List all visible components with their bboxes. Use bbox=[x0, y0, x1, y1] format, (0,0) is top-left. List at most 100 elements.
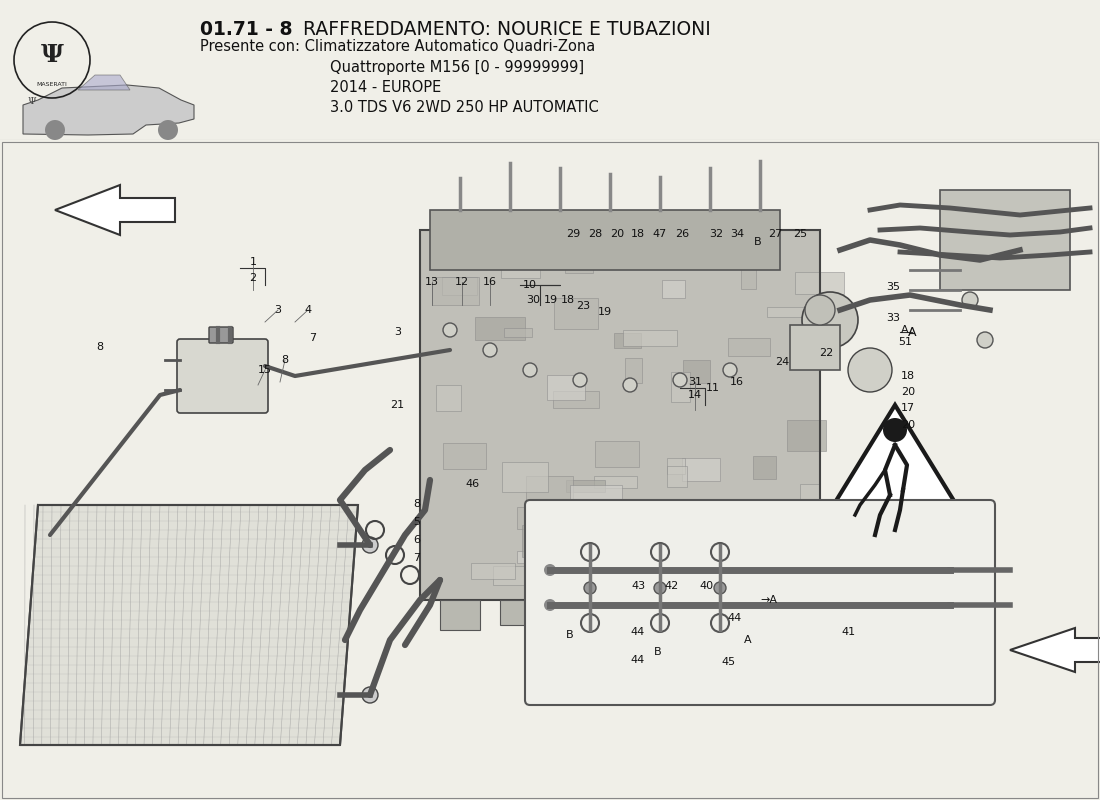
Text: 15: 15 bbox=[258, 365, 272, 375]
Text: 8: 8 bbox=[97, 342, 103, 352]
Circle shape bbox=[962, 292, 978, 308]
Bar bbox=[700, 552, 758, 582]
Bar bbox=[420, 230, 820, 600]
FancyBboxPatch shape bbox=[209, 327, 233, 343]
Text: 32: 32 bbox=[708, 229, 723, 239]
Bar bbox=[800, 484, 820, 509]
Bar bbox=[442, 277, 477, 295]
Text: 44: 44 bbox=[631, 627, 645, 637]
Bar bbox=[623, 330, 676, 346]
Bar bbox=[440, 600, 480, 630]
Text: 2014 - EUROPE: 2014 - EUROPE bbox=[330, 80, 441, 95]
Text: 10: 10 bbox=[522, 280, 537, 290]
Text: 51: 51 bbox=[898, 337, 912, 347]
Text: A: A bbox=[901, 325, 909, 335]
Text: Ψ: Ψ bbox=[28, 98, 36, 106]
Text: A: A bbox=[745, 635, 751, 645]
Bar bbox=[572, 233, 620, 258]
Bar bbox=[657, 254, 676, 267]
Circle shape bbox=[45, 120, 65, 140]
Text: 26: 26 bbox=[675, 229, 689, 239]
Bar bbox=[594, 476, 637, 488]
Bar bbox=[571, 565, 627, 585]
Bar bbox=[546, 536, 592, 556]
Bar bbox=[430, 218, 473, 242]
Bar bbox=[571, 485, 621, 506]
Text: A: A bbox=[908, 326, 916, 338]
Bar bbox=[432, 277, 478, 305]
Text: 19: 19 bbox=[543, 295, 558, 305]
Bar bbox=[767, 306, 811, 317]
Bar bbox=[521, 525, 578, 558]
Text: 41: 41 bbox=[840, 627, 855, 637]
Text: 16: 16 bbox=[483, 277, 497, 287]
Bar bbox=[614, 333, 641, 348]
Polygon shape bbox=[1010, 628, 1100, 672]
Text: 27: 27 bbox=[768, 229, 782, 239]
Text: 11: 11 bbox=[706, 383, 721, 393]
Text: →A: →A bbox=[760, 595, 777, 605]
Circle shape bbox=[848, 348, 892, 392]
Bar bbox=[560, 518, 616, 550]
Circle shape bbox=[673, 373, 688, 387]
Bar bbox=[751, 251, 769, 265]
Bar bbox=[500, 600, 530, 625]
Text: 44: 44 bbox=[631, 655, 645, 665]
Bar bbox=[694, 518, 737, 542]
Circle shape bbox=[977, 332, 993, 348]
Bar bbox=[600, 538, 635, 555]
Text: 14: 14 bbox=[688, 390, 702, 400]
Circle shape bbox=[714, 582, 726, 594]
Bar bbox=[602, 562, 659, 586]
Text: 1: 1 bbox=[250, 257, 256, 267]
Bar bbox=[517, 550, 544, 563]
Text: 3.0 TDS V6 2WD 250 HP AUTOMATIC: 3.0 TDS V6 2WD 250 HP AUTOMATIC bbox=[330, 100, 598, 115]
Circle shape bbox=[805, 295, 835, 325]
Polygon shape bbox=[20, 505, 358, 745]
Bar bbox=[648, 230, 666, 247]
Text: 18: 18 bbox=[901, 371, 915, 381]
Text: 33: 33 bbox=[886, 313, 900, 323]
Bar bbox=[447, 226, 483, 242]
Circle shape bbox=[362, 687, 378, 703]
Bar bbox=[502, 462, 548, 492]
Bar bbox=[547, 375, 585, 400]
Text: 3: 3 bbox=[395, 327, 402, 337]
Bar bbox=[740, 267, 756, 289]
Text: B: B bbox=[755, 237, 762, 247]
Bar bbox=[682, 566, 704, 588]
Bar bbox=[626, 358, 642, 382]
Bar bbox=[565, 247, 593, 273]
Text: B: B bbox=[566, 630, 574, 640]
Text: 45: 45 bbox=[720, 657, 735, 667]
Bar bbox=[754, 456, 777, 479]
Text: 44: 44 bbox=[728, 613, 743, 623]
Bar bbox=[660, 233, 705, 266]
Text: 24: 24 bbox=[774, 357, 789, 367]
Text: 01.71 - 8: 01.71 - 8 bbox=[200, 20, 293, 39]
Bar bbox=[522, 218, 556, 250]
Bar bbox=[560, 600, 595, 630]
Text: B: B bbox=[654, 647, 662, 657]
Text: 34: 34 bbox=[730, 229, 744, 239]
Circle shape bbox=[942, 247, 958, 263]
Text: 43: 43 bbox=[631, 581, 645, 591]
Text: 12: 12 bbox=[455, 277, 469, 287]
Bar bbox=[728, 338, 770, 356]
Bar bbox=[437, 386, 462, 410]
Bar bbox=[517, 507, 576, 529]
Bar bbox=[662, 280, 684, 298]
Text: 17: 17 bbox=[901, 403, 915, 413]
Bar bbox=[680, 600, 720, 630]
Bar bbox=[527, 476, 573, 503]
Bar bbox=[671, 372, 690, 402]
Bar bbox=[493, 566, 527, 585]
Polygon shape bbox=[78, 75, 130, 90]
Bar bbox=[471, 562, 515, 579]
Text: 18: 18 bbox=[631, 229, 645, 239]
Bar bbox=[504, 329, 531, 337]
Text: 7: 7 bbox=[414, 553, 420, 563]
Text: 7: 7 bbox=[309, 333, 317, 343]
Text: 46: 46 bbox=[465, 479, 480, 489]
Polygon shape bbox=[55, 185, 175, 235]
